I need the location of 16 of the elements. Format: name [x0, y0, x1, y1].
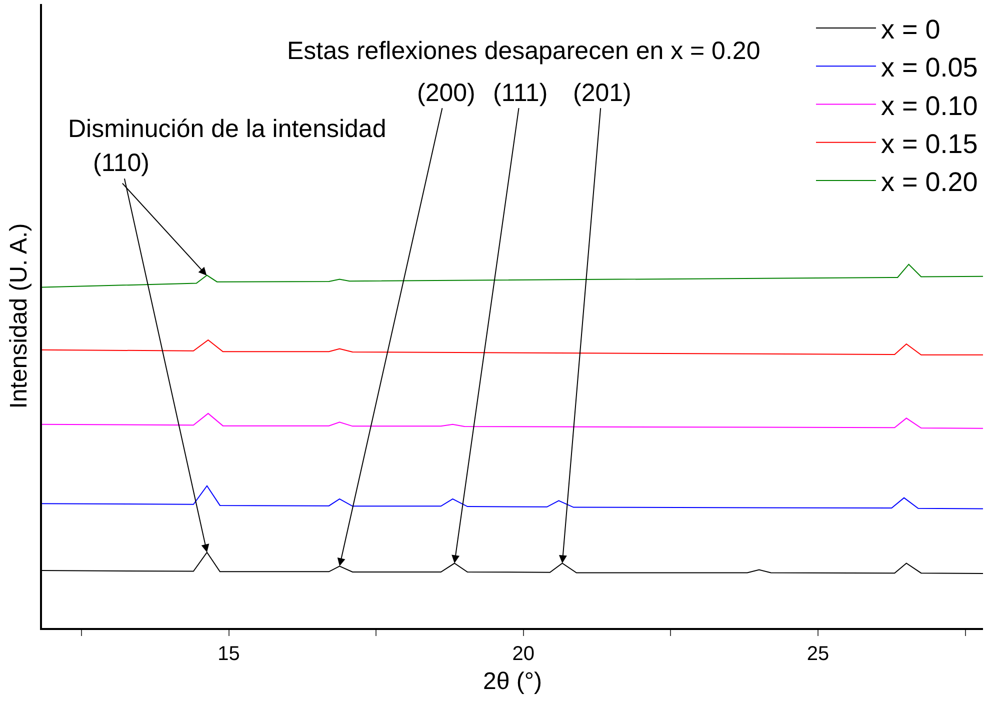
x-tick-label: 25 — [806, 643, 830, 665]
legend-label: x = 0.05 — [881, 52, 978, 83]
legend-label: x = 0.10 — [881, 90, 978, 121]
x-tick-label: 15 — [218, 643, 240, 665]
legend-label: x = 0 — [881, 14, 940, 45]
annotation: (111) — [493, 79, 548, 107]
x-tick-label: 20 — [512, 643, 535, 665]
annotation: (201) — [573, 79, 632, 107]
x-axis-title: 2θ (°) — [483, 668, 542, 695]
annotation: (200) — [417, 79, 476, 107]
text: Estas reflexiones desaparecen en x = 0.20 — [287, 37, 760, 65]
y-axis-title: Intensidad (U. A.) — [6, 223, 33, 409]
legend-label: x = 0.20 — [881, 166, 978, 197]
legend-label: x = 0.15 — [881, 128, 978, 159]
text: Disminución de la intensidad — [68, 115, 386, 143]
annotation: (110) — [93, 149, 150, 177]
